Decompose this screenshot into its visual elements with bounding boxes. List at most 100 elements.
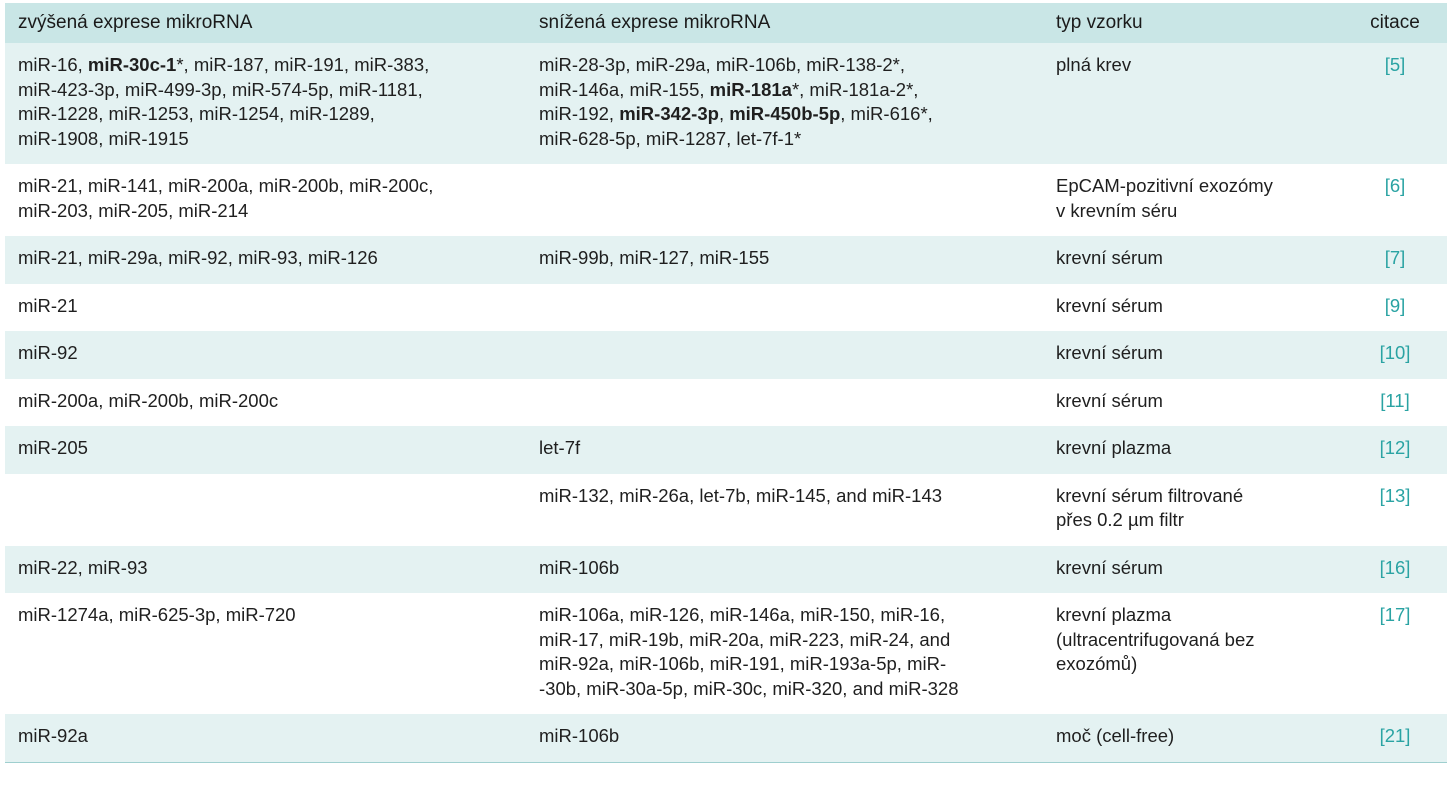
cell-downregulated: miR-106a, miR-126, miR-146a, miR-150, mi…	[526, 593, 1043, 714]
mirna-text: miR-17, miR-19b, miR-20a, miR-223, miR-2…	[539, 628, 951, 650]
mirna-text: miR-106a, miR-126, miR-146a, miR-150, mi…	[539, 604, 946, 625]
table-row: miR-92a miR-106b moč (cell-free) [21]	[5, 714, 1447, 763]
sample-type-line: krevní sérum filtrované	[1056, 484, 1244, 506]
sample-type-line: krevní sérum	[1056, 247, 1163, 268]
cell-citation-link[interactable]: [10]	[1379, 342, 1411, 363]
mirna-text: miR-21, miR-29a, miR-92, miR-93, miR-126	[18, 247, 378, 268]
table-row: miR-1274a, miR-625-3p, miR-720 miR-106a, …	[5, 593, 1447, 714]
mirna-text: miR-28-3p, miR-29a, miR-106b, miR-138-2*…	[539, 54, 905, 75]
cell-citation-link[interactable]: [9]	[1384, 294, 1406, 316]
mirna-text: miR-205	[18, 437, 88, 458]
mirna-highlight: miR-450b-5p	[729, 103, 841, 124]
mirna-highlight: miR-181a	[709, 78, 792, 100]
cell-citation-link[interactable]: [21]	[1343, 714, 1447, 763]
mirna-text: miR-16,	[18, 54, 88, 75]
mirna-text: miR-106b	[539, 556, 620, 578]
mirna-text: miR-92a	[18, 725, 88, 746]
cell-citation-link[interactable]: [17]	[1379, 604, 1411, 625]
header-upregulated: zvýšená exprese mikroRNA	[18, 12, 253, 33]
cell-sample-type: krevní sérum filtrované přes 0.2 µm filtr	[1043, 474, 1343, 546]
mirna-text: ,	[718, 103, 730, 124]
mirna-table-container: zvýšená exprese mikroRNA snížená exprese…	[5, 3, 1447, 763]
cell-citation-link[interactable]: [5]	[1384, 54, 1406, 75]
cell-downregulated	[526, 379, 1043, 427]
cell-downregulated: miR-106b	[526, 714, 1043, 763]
cell-upregulated: miR-92	[5, 331, 526, 379]
cell-upregulated: miR-21, miR-29a, miR-92, miR-93, miR-126	[5, 236, 526, 284]
mirna-text: miR-146a, miR-155,	[539, 78, 710, 100]
sample-type-line: exozómů)	[1056, 653, 1138, 674]
header-downregulated: snížená exprese mikroRNA	[539, 12, 771, 33]
mirna-text: miR-628-5p, miR-1287, let-7f-1*	[539, 127, 802, 149]
mirna-text: miR-21, miR-141, miR-200a, miR-200b, miR…	[18, 175, 434, 196]
table-body: miR-16, miR-30c-1*, miR-187, miR-191, mi…	[5, 43, 1447, 763]
cell-citation-link[interactable]: [7]	[1384, 247, 1406, 268]
sample-type-line: EpCAM-pozitivní exozómy	[1056, 175, 1273, 196]
sample-type-line: krevní sérum	[1056, 294, 1163, 316]
cell-upregulated: miR-21	[5, 284, 526, 332]
mirna-text: miR-92	[18, 342, 78, 363]
mirna-text: miR-1908, miR-1915	[18, 127, 189, 149]
table-row: miR-22, miR-93 miR-106b krevní sérum [16]	[5, 545, 1447, 594]
mirna-highlight: miR-30c-1	[87, 54, 177, 75]
cell-downregulated	[526, 284, 1043, 332]
sample-type-line: krevní sérum	[1056, 389, 1163, 411]
cell-upregulated: miR-22, miR-93	[5, 546, 526, 594]
table-row: miR-21, miR-29a, miR-92, miR-93, miR-126…	[5, 236, 1447, 284]
mirna-highlight: miR-342-3p	[619, 103, 719, 124]
header-sample-type: typ vzorku	[1056, 12, 1143, 33]
cell-upregulated: miR-21, miR-141, miR-200a, miR-200b, miR…	[5, 164, 526, 236]
table-row: miR-21, miR-141, miR-200a, miR-200b, miR…	[5, 164, 1447, 236]
mirna-text: *, miR-181a-2*,	[791, 78, 919, 100]
mirna-text: miR-1274a, miR-625-3p, miR-720	[18, 604, 296, 625]
sample-type-line: přes 0.2 µm filtr	[1056, 509, 1184, 530]
cell-upregulated: miR-16, miR-30c-1*, miR-187, miR-191, mi…	[5, 43, 526, 164]
cell-sample-type: EpCAM-pozitivní exozómy v krevním séru	[1043, 164, 1343, 236]
table-row: miR-200a, miR-200b, miR-200c krevní sérum…	[5, 378, 1447, 427]
sample-type-line: krevní plazma	[1056, 604, 1172, 625]
cell-sample-type: krevní plazma (ultracentrifugovaná bez exo…	[1043, 593, 1343, 714]
mirna-text: let-7f	[539, 437, 581, 458]
mirna-text: miR-132, miR-26a, let-7b, miR-145, and m…	[539, 484, 943, 506]
header-citation: citace	[1370, 12, 1420, 33]
table-row: miR-21 krevní sérum [9]	[5, 283, 1447, 332]
mirna-text: miR-192,	[539, 103, 620, 124]
sample-type-line: plná krev	[1056, 54, 1132, 75]
cell-upregulated: miR-92a	[5, 714, 526, 763]
mirna-text: miR-99b, miR-127, miR-155	[539, 247, 770, 268]
sample-type-line: v krevním séru	[1056, 199, 1178, 221]
cell-citation-link[interactable]: [11]	[1380, 389, 1410, 411]
cell-sample-type: krevní plazma	[1043, 426, 1343, 474]
sample-type-line: krevní plazma	[1056, 437, 1172, 458]
mirna-text: miR-92a, miR-106b, miR-191, miR-193a-5p,…	[539, 653, 947, 674]
table-row: miR-132, miR-26a, let-7b, miR-145, and m…	[5, 473, 1447, 546]
cell-downregulated: miR-106b	[526, 546, 1043, 594]
table-header-row: zvýšená exprese mikroRNA snížená exprese…	[5, 3, 1447, 43]
cell-citation-link[interactable]: [16]	[1379, 556, 1411, 578]
cell-sample-type: moč (cell-free)	[1043, 714, 1343, 763]
cell-citation-link[interactable]: [13]	[1379, 484, 1411, 506]
table-row: miR-205 let-7f krevní plazma [12]	[5, 426, 1447, 474]
cell-sample-type: krevní sérum	[1043, 284, 1343, 332]
sample-type-line: (ultracentrifugovaná bez	[1056, 628, 1255, 650]
table-row: miR-16, miR-30c-1*, miR-187, miR-191, mi…	[5, 43, 1447, 164]
cell-sample-type: krevní sérum	[1043, 236, 1343, 284]
cell-sample-type: krevní sérum	[1043, 331, 1343, 379]
mirna-text: miR-1228, miR-1253, miR-1254, miR-1289,	[18, 103, 375, 124]
table-row: miR-92 krevní sérum [10]	[5, 331, 1447, 379]
cell-upregulated	[5, 474, 526, 546]
cell-upregulated: miR-205	[5, 426, 526, 474]
sample-type-line: krevní sérum	[1056, 342, 1163, 363]
cell-citation-link[interactable]: [6]	[1384, 175, 1406, 196]
mirna-expression-table: zvýšená exprese mikroRNA snížená exprese…	[5, 3, 1447, 763]
cell-citation-link[interactable]: [12]	[1379, 437, 1411, 458]
mirna-text: , miR-616*,	[840, 103, 933, 124]
mirna-text: miR-423-3p, miR-499-3p, miR-574-5p, miR-…	[18, 78, 423, 100]
cell-downregulated: miR-28-3p, miR-29a, miR-106b, miR-138-2*…	[526, 43, 1043, 164]
mirna-text: miR-21	[18, 294, 78, 316]
mirna-text: miR-106b	[539, 725, 620, 746]
mirna-text: miR-22, miR-93	[18, 556, 148, 578]
cell-downregulated	[526, 164, 1043, 236]
mirna-text: miR-200a, miR-200b, miR-200c	[18, 389, 279, 411]
cell-sample-type: krevní sérum	[1043, 546, 1343, 594]
